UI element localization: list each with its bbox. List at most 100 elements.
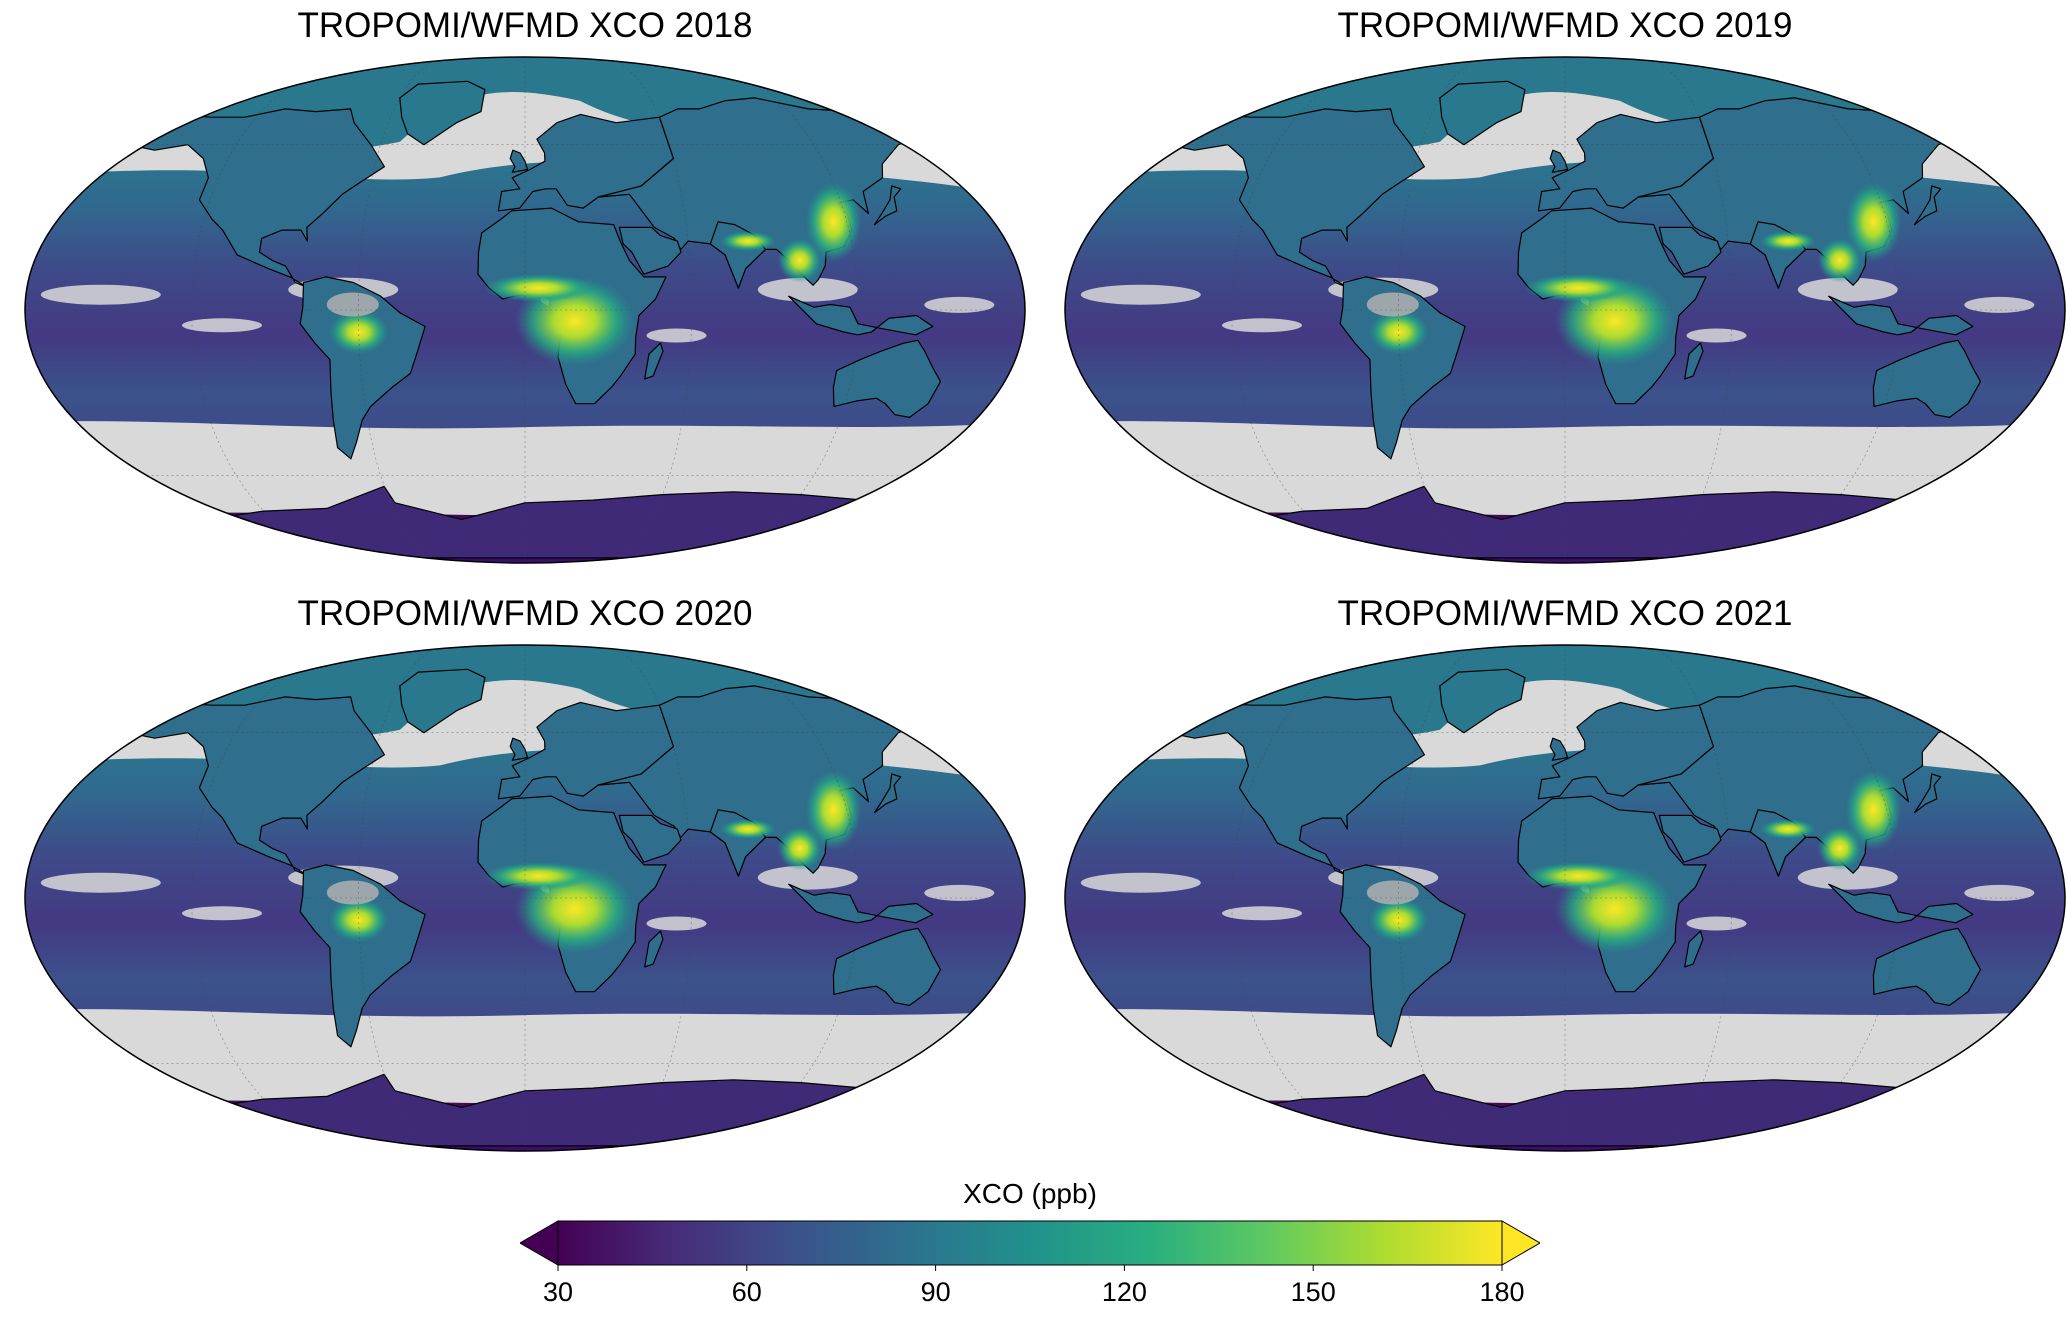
landmass-arabia: [1658, 814, 1722, 863]
landmass-madagascar: [644, 342, 664, 380]
graticule: [25, 649, 1025, 1147]
map-panel-2020: TROPOMI/WFMD XCO 2020: [20, 588, 1030, 1158]
colorbar-tick-label: 60: [732, 1277, 762, 1307]
no-data-patch: [646, 916, 707, 931]
no-data-patch: [1686, 328, 1747, 343]
no-data-region: [1065, 421, 2065, 516]
colorbar: XCO (ppb) 30 60 90 120 150 180: [520, 1178, 1540, 1317]
no-data-patch: [1686, 916, 1747, 931]
landmass-southAmerica: [1339, 864, 1466, 1048]
no-data-patch: [1080, 872, 1201, 893]
landmass-arabia: [618, 814, 682, 863]
no-data-patch: [757, 277, 858, 302]
no-data-region: [25, 1009, 1025, 1104]
hotspot-west-africa: [483, 861, 594, 890]
no-data-patch: [1366, 292, 1419, 317]
map-panel-2019: TROPOMI/WFMD XCO 2019: [1060, 0, 2067, 570]
hotspot-se-asia: [1817, 238, 1862, 283]
hotspot-india: [720, 819, 777, 840]
landmass-southAmerica: [299, 864, 426, 1048]
landmass-uk: [509, 149, 529, 173]
robinson-map: [1064, 56, 2066, 564]
map-outline: [24, 644, 1026, 1152]
no-data-patch: [182, 318, 262, 333]
colorbar-extend-min: [520, 1220, 559, 1266]
land-layer: [1167, 668, 1983, 1147]
landmass-indonesia: [788, 883, 934, 924]
no-data-patch: [40, 872, 161, 893]
landmass-greenland: [1439, 668, 1526, 734]
hotspot-se-asia: [1817, 826, 1862, 871]
landmass-southAmerica: [1339, 276, 1466, 460]
hotspot-amazon: [1368, 898, 1429, 943]
landmass-madagascar: [1684, 930, 1704, 968]
no-data-patch: [1797, 865, 1898, 890]
no-data-patch: [1222, 318, 1302, 333]
no-data-patch: [1222, 906, 1302, 921]
no-data-patch: [646, 328, 707, 343]
hotspot-east-china: [1845, 769, 1902, 850]
colorbar-tick-label: 30: [543, 1277, 573, 1307]
colorbar-tick-label: 180: [1479, 1277, 1524, 1307]
landmass-madagascar: [644, 930, 664, 968]
landmass-arabia: [618, 226, 682, 275]
panel-title: TROPOMI/WFMD XCO 2020: [297, 594, 753, 633]
landmass-northAmerica: [127, 696, 385, 877]
no-data-patch: [924, 884, 995, 901]
landmass-japan: [1913, 773, 1942, 814]
landmass-arabia: [1658, 226, 1722, 275]
map-outline: [1064, 644, 2066, 1152]
landmass-greenland: [399, 80, 486, 146]
hotspot-amazon: [328, 310, 389, 355]
map-panel-2021: TROPOMI/WFMD XCO 2021: [1060, 588, 2067, 1158]
no-data-patch: [757, 865, 858, 890]
hotspot-east-china: [805, 181, 862, 262]
landmass-australia: [1872, 927, 1982, 1006]
landmass-southAmerica: [299, 276, 426, 460]
hotspot-east-china: [1845, 181, 1902, 262]
robinson-map: [24, 644, 1026, 1152]
no-data-patch: [1964, 296, 2035, 313]
colorbar-label: XCO (ppb): [963, 1178, 1097, 1209]
colorbar-tick-label: 150: [1291, 1277, 1336, 1307]
landmass-japan: [873, 773, 902, 814]
landmass-uk: [509, 737, 529, 761]
landmass-indonesia: [788, 295, 934, 336]
no-data-region: [1065, 1009, 2065, 1104]
hotspot-india: [1760, 231, 1817, 252]
landmass-indonesia: [1828, 295, 1974, 336]
landmass-uk: [1549, 149, 1569, 173]
no-data-patch: [182, 906, 262, 921]
hotspot-se-asia: [777, 238, 822, 283]
no-data-patch: [1366, 880, 1419, 905]
landmass-japan: [1913, 185, 1942, 226]
landmass-northAmerica: [1167, 108, 1425, 289]
no-data-patch: [326, 880, 379, 905]
hotspot-amazon: [328, 898, 389, 943]
graticule: [1065, 61, 2065, 559]
robinson-map: [24, 56, 1026, 564]
no-data-patch: [1080, 284, 1201, 305]
landmass-northAmerica: [127, 108, 385, 289]
hotspot-west-africa: [1523, 273, 1634, 302]
hotspot-west-africa: [483, 273, 594, 302]
hotspot-india: [1760, 819, 1817, 840]
colorbar-tick-label: 90: [921, 1277, 951, 1307]
hotspot-india: [720, 231, 777, 252]
panel-title: TROPOMI/WFMD XCO 2019: [1337, 6, 1793, 45]
hotspot-se-asia: [777, 826, 822, 871]
panel-title: TROPOMI/WFMD XCO 2021: [1337, 594, 1793, 633]
colorbar-extend-max: [1501, 1220, 1540, 1266]
hotspot-amazon: [1368, 310, 1429, 355]
no-data-patch: [40, 284, 161, 305]
map-outline: [1064, 56, 2066, 564]
colorbar-gradient: [557, 1220, 1503, 1266]
no-data-patch: [924, 296, 995, 313]
landmass-madagascar: [1684, 342, 1704, 380]
no-data-patch: [1797, 277, 1898, 302]
landmass-greenland: [1439, 80, 1526, 146]
landmass-australia: [832, 339, 942, 418]
panel-title: TROPOMI/WFMD XCO 2018: [297, 6, 753, 45]
no-data-patch: [326, 292, 379, 317]
landmass-indonesia: [1828, 883, 1974, 924]
